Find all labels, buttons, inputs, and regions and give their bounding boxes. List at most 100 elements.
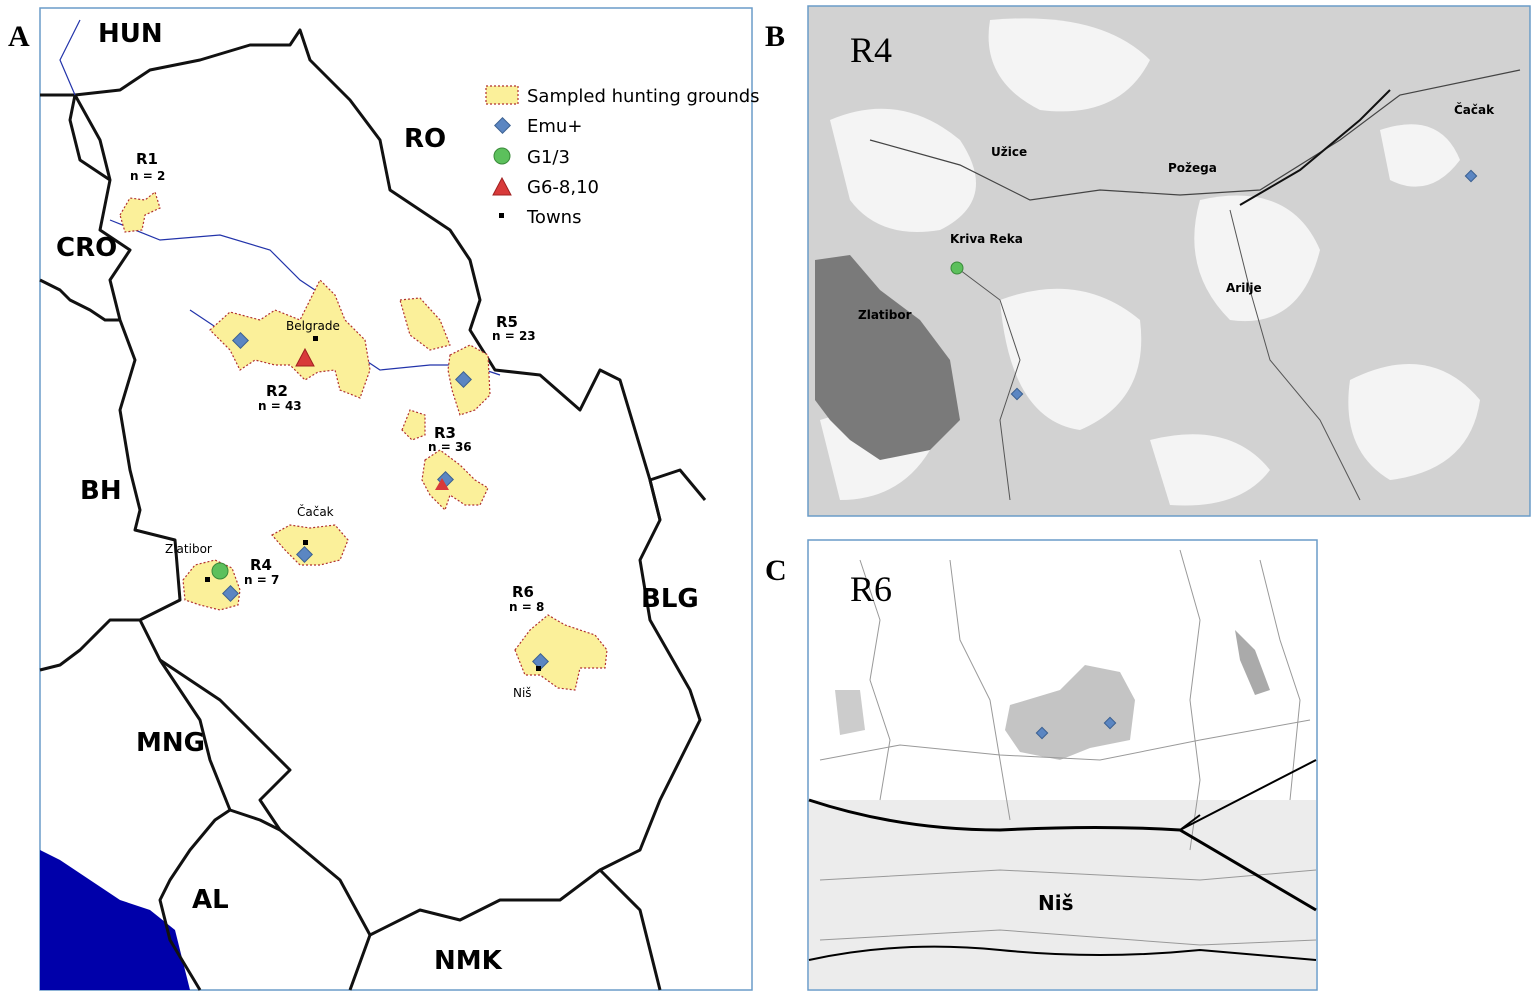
country-label: NMK: [434, 946, 503, 976]
panel-letter: C: [765, 554, 787, 587]
region-n: n = 36: [428, 440, 472, 454]
emu-marker: [532, 653, 549, 670]
hunting-ground: [209, 278, 371, 399]
forest-patch: [835, 690, 865, 735]
emu-marker: [1035, 726, 1049, 740]
west-border: [73, 94, 372, 936]
roads: [819, 549, 1317, 946]
country-label: CRO: [56, 233, 117, 263]
panel-letter: B: [765, 20, 785, 53]
panel-b: R4 Užice Požega Čačak Kriva Reka Zlatibo…: [765, 5, 1531, 517]
neighbor-border: [158, 659, 232, 991]
region-label: R5: [496, 313, 518, 331]
legend-label: Emu+: [527, 116, 582, 137]
town-label: Belgrade: [286, 319, 340, 333]
legend-swatch: [493, 147, 511, 165]
hunting-ground: [271, 524, 349, 566]
neighbor-border: [40, 93, 111, 182]
panel-title: R6: [850, 569, 892, 609]
town-marker: [303, 540, 308, 545]
place-label: Čačak: [1454, 102, 1495, 117]
serbia-border: [74, 28, 702, 991]
country-label: RO: [404, 124, 446, 154]
road: [1229, 209, 1361, 501]
map-texture: [820, 18, 1480, 506]
place-label: Arilje: [1226, 281, 1262, 295]
forest-patch: [1235, 630, 1270, 695]
legend-swatch: [494, 117, 511, 134]
panel-frame: [39, 7, 753, 991]
hunting-ground: [401, 409, 426, 441]
emu-marker: [455, 371, 472, 388]
legend-swatch: [499, 213, 504, 218]
legend: Sampled hunting grounds Emu+ G1/3 G6-8,1…: [485, 85, 760, 228]
town-label: Zlatibor: [165, 542, 212, 556]
town-label: Čačak: [297, 504, 334, 519]
g6-marker: [435, 478, 449, 490]
legend-label: Towns: [526, 207, 581, 228]
hunting-ground: [421, 449, 489, 512]
country-label: AL: [192, 885, 229, 915]
panel-title: R4: [850, 30, 892, 70]
region-label: R1: [136, 150, 158, 168]
region-label: R2: [266, 382, 288, 400]
neighbor-border: [39, 618, 140, 672]
legend-swatch: [485, 85, 519, 105]
region-n: n = 2: [130, 169, 165, 183]
railway: [808, 945, 1317, 961]
neighbor-border: [598, 868, 662, 991]
g6-marker: [295, 347, 315, 367]
neighbor-border: [39, 278, 120, 322]
region-label: R3: [434, 424, 456, 442]
hunting-area: [1005, 665, 1135, 760]
panel-a: A HUN RO CRO BH MNG AL NMK BLG R1 n = 2 …: [8, 7, 760, 991]
zlatibor-area: [815, 255, 960, 460]
road: [869, 69, 1521, 201]
urban-area: [809, 800, 1316, 989]
town-label: Niš: [513, 686, 532, 700]
hunting-ground: [514, 614, 608, 691]
legend-label: Sampled hunting grounds: [527, 86, 760, 107]
highway: [1179, 759, 1317, 831]
country-label: HUN: [98, 19, 163, 49]
country-label: BH: [80, 476, 122, 506]
town-marker: [536, 666, 541, 671]
region-n: n = 43: [258, 399, 302, 413]
river: [59, 19, 81, 96]
panel-letter: A: [8, 20, 30, 53]
g13-marker: [950, 261, 964, 275]
emu-marker: [1103, 716, 1117, 730]
emu-marker: [296, 546, 313, 563]
region-n: n = 7: [244, 573, 279, 587]
place-label: Niš: [1038, 891, 1074, 915]
panel-c: R6 Niš C: [765, 539, 1318, 991]
hunting-ground: [399, 297, 451, 351]
region-label: R4: [250, 556, 272, 574]
road: [959, 269, 1021, 501]
river: [1239, 89, 1391, 206]
markers: [205, 332, 549, 671]
emu-marker: [222, 585, 239, 602]
legend-swatch: [492, 176, 512, 196]
neighbor-border: [229, 808, 281, 832]
place-label: Užice: [991, 145, 1027, 159]
hunting-ground: [119, 190, 161, 233]
highway: [808, 798, 1317, 912]
neighbor-border: [648, 468, 707, 521]
region-n: n = 8: [509, 600, 544, 614]
emu-marker: [1464, 169, 1478, 183]
country-label: BLG: [641, 584, 699, 614]
legend-label: G1/3: [527, 147, 570, 168]
region-label: R6: [512, 583, 534, 601]
g13-marker: [211, 562, 229, 580]
place-label: Kriva Reka: [950, 232, 1023, 246]
region-n: n = 23: [492, 329, 536, 343]
place-label: Požega: [1168, 161, 1217, 175]
place-label: Zlatibor: [858, 308, 912, 322]
town-marker: [313, 336, 318, 341]
sea: [40, 850, 190, 990]
legend-label: G6-8,10: [527, 177, 599, 198]
country-label: MNG: [136, 728, 205, 758]
town-marker: [205, 577, 210, 582]
